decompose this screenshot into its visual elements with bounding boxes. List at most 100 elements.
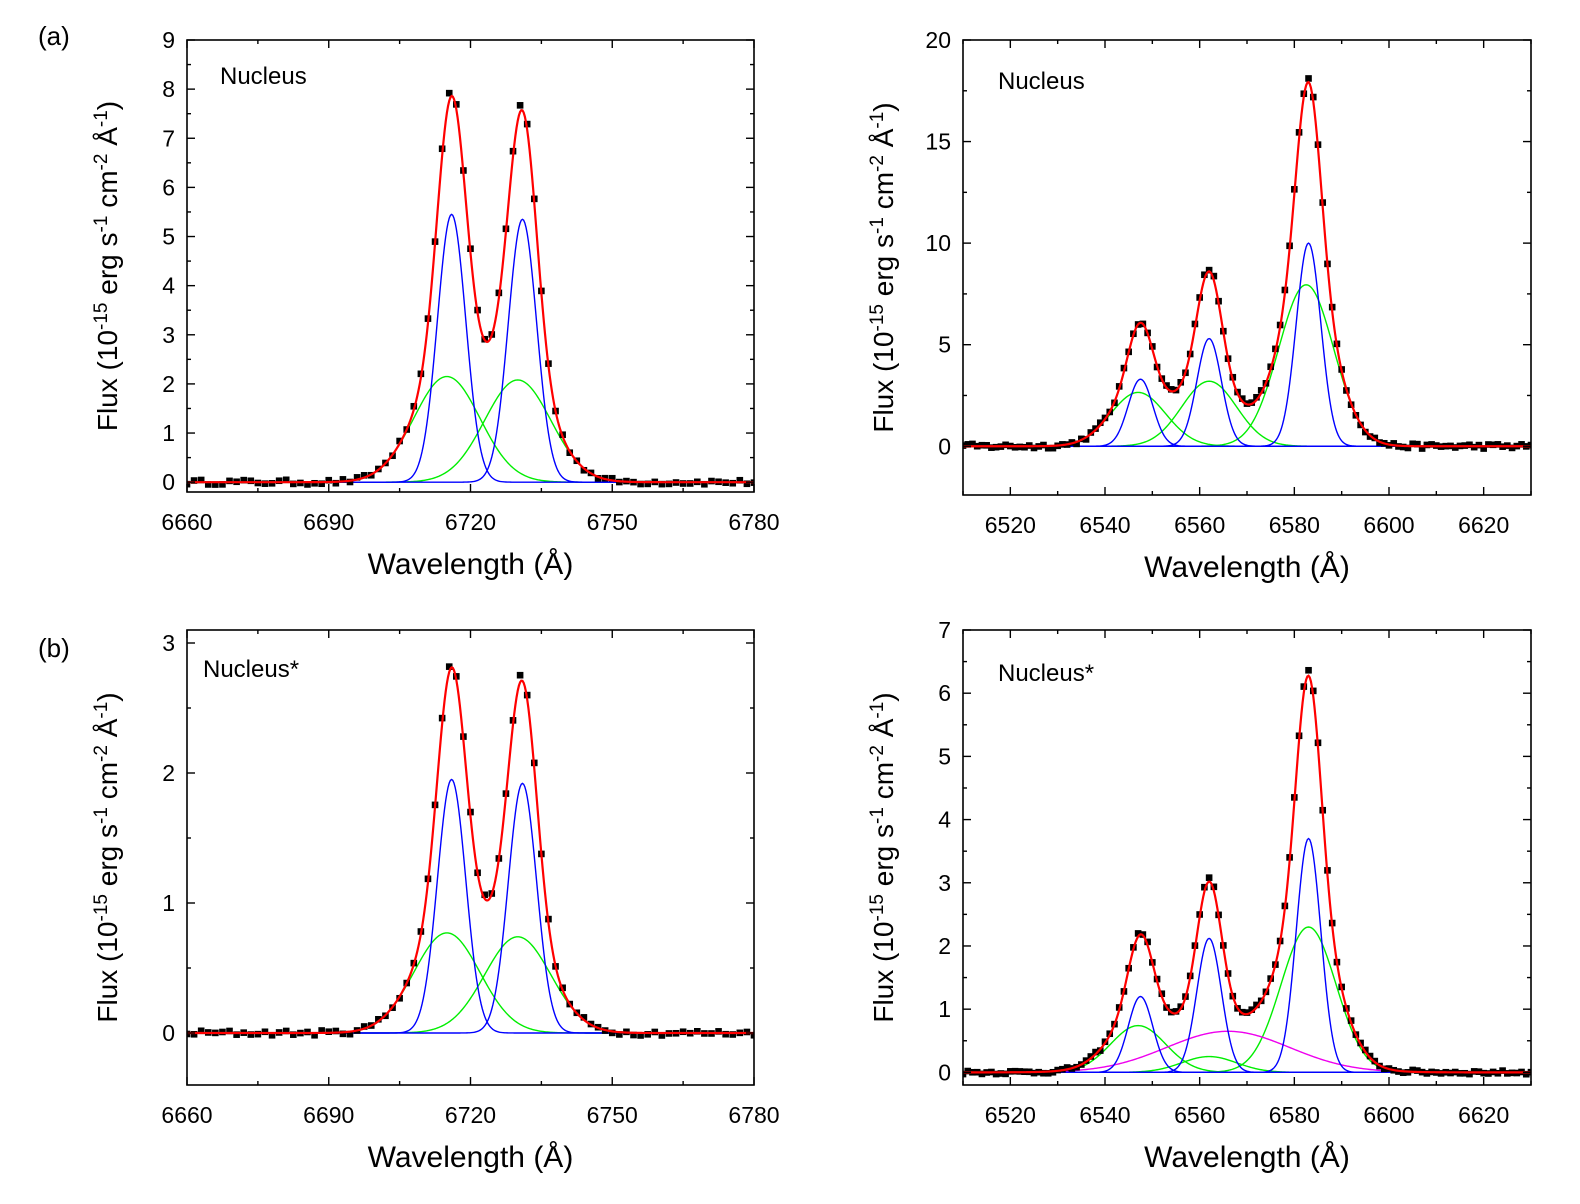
y-label-part: cm bbox=[92, 762, 123, 807]
y-label-superscript: -15 bbox=[91, 894, 112, 921]
y-tick-label: 3 bbox=[162, 322, 175, 348]
data-point bbox=[644, 1031, 651, 1038]
data-point bbox=[516, 671, 524, 679]
x-tick-label: 6720 bbox=[445, 1102, 496, 1128]
y-tick-label: 6 bbox=[162, 174, 175, 200]
y-label-superscript: -1 bbox=[867, 807, 888, 824]
data-point bbox=[290, 480, 297, 488]
y-label-part: Flux (10 bbox=[868, 921, 899, 1022]
data-point bbox=[360, 472, 368, 479]
data-point bbox=[311, 479, 318, 487]
x-tick-label: 6690 bbox=[303, 1102, 354, 1128]
y-label-part: Flux (10 bbox=[92, 330, 123, 431]
x-tick-label: 6540 bbox=[1079, 512, 1130, 538]
x-tick-label: 6560 bbox=[1174, 1102, 1225, 1128]
y-axis-label: Flux (10-15 erg s-1 cm-2 Å-1) bbox=[91, 692, 123, 1022]
data-point bbox=[240, 476, 247, 484]
data-point bbox=[708, 477, 715, 485]
x-tick-label: 6540 bbox=[1079, 1102, 1130, 1128]
x-tick-label: 6780 bbox=[728, 1102, 779, 1128]
data-point bbox=[1082, 436, 1090, 443]
data-point bbox=[332, 479, 340, 487]
broad-component-curve bbox=[187, 936, 754, 1034]
data-point bbox=[608, 1029, 616, 1037]
y-label-part: Å bbox=[868, 128, 899, 155]
data-point bbox=[1475, 441, 1483, 449]
data-point bbox=[1210, 272, 1218, 280]
data-point bbox=[261, 1028, 269, 1036]
data-point bbox=[997, 1070, 1005, 1077]
data-point bbox=[1134, 930, 1142, 937]
data-point bbox=[1499, 1067, 1506, 1074]
y-label-part: erg s bbox=[868, 824, 899, 894]
data-point bbox=[311, 1031, 318, 1039]
data-point bbox=[1238, 395, 1246, 402]
total-fit-curve bbox=[963, 80, 1531, 448]
data-point bbox=[346, 478, 354, 486]
broad-component-curve bbox=[963, 926, 1531, 1074]
plot-area bbox=[187, 663, 754, 1039]
x-tick-label: 6620 bbox=[1458, 1102, 1509, 1128]
y-tick-label: 4 bbox=[938, 807, 951, 833]
x-tick-label: 6580 bbox=[1269, 512, 1320, 538]
narrow-component-curve bbox=[963, 242, 1531, 447]
data-point bbox=[1087, 429, 1095, 436]
data-point bbox=[1305, 75, 1312, 82]
data-point bbox=[722, 1030, 729, 1038]
data-point bbox=[964, 441, 972, 448]
data-point bbox=[481, 891, 488, 899]
y-tick-label: 20 bbox=[925, 27, 951, 53]
y-tick-label: 4 bbox=[162, 273, 175, 299]
panel-annotation: Nucleus bbox=[220, 63, 307, 90]
data-point bbox=[637, 1032, 644, 1039]
plot-area bbox=[187, 89, 754, 488]
total-fit-curve bbox=[187, 666, 754, 1035]
y-label-part: erg s bbox=[868, 234, 899, 304]
data-point bbox=[304, 481, 311, 488]
y-tick-label: 9 bbox=[162, 27, 175, 53]
data-point bbox=[616, 1031, 623, 1038]
data-point bbox=[1489, 441, 1497, 449]
y-tick-label: 0 bbox=[938, 1059, 951, 1085]
y-axis-label: Flux (10-15 erg s-1 cm-2 Å-1) bbox=[867, 102, 899, 432]
data-point bbox=[644, 480, 651, 488]
x-tick-label: 6620 bbox=[1458, 512, 1509, 538]
plot-area bbox=[963, 75, 1531, 452]
y-tick-label: 6 bbox=[938, 680, 951, 706]
data-point bbox=[353, 474, 361, 481]
data-point bbox=[736, 476, 744, 484]
data-point bbox=[1418, 445, 1426, 452]
data-point bbox=[226, 477, 233, 485]
y-label-superscript: -15 bbox=[867, 894, 888, 921]
y-tick-label: 3 bbox=[162, 630, 175, 656]
chart-panel-3: 6660 6690 6720 6750 6780 0 1 2 3 Wavelength (Å) Fl… bbox=[91, 629, 780, 1174]
data-point bbox=[1522, 1070, 1530, 1078]
y-label-superscript: -2 bbox=[867, 155, 888, 172]
data-point bbox=[268, 1031, 276, 1039]
data-point bbox=[1494, 441, 1502, 448]
data-point bbox=[360, 1023, 368, 1030]
data-point bbox=[197, 476, 205, 484]
data-point bbox=[1002, 441, 1009, 449]
y-label-part: ) bbox=[92, 101, 123, 110]
data-point bbox=[679, 480, 687, 487]
data-point bbox=[339, 1030, 347, 1038]
data-point bbox=[580, 466, 588, 474]
data-point bbox=[318, 480, 325, 488]
broad-component-curve bbox=[963, 380, 1531, 447]
y-label-part: Flux (10 bbox=[92, 921, 123, 1022]
data-point bbox=[190, 477, 198, 484]
y-label-part: cm bbox=[92, 170, 123, 215]
y-axis-label: Flux (10-15 erg s-1 cm-2 Å-1) bbox=[867, 692, 899, 1022]
y-label-part: ) bbox=[868, 102, 899, 111]
y-tick-label: 1 bbox=[162, 890, 175, 916]
data-point bbox=[1423, 1070, 1431, 1077]
data-point bbox=[1163, 382, 1170, 389]
y-label-part: Å bbox=[92, 718, 123, 745]
data-point bbox=[1527, 441, 1531, 449]
data-point bbox=[715, 1028, 722, 1035]
data-point bbox=[1253, 1001, 1260, 1009]
data-point bbox=[1087, 1053, 1095, 1060]
data-point bbox=[1485, 1070, 1492, 1077]
